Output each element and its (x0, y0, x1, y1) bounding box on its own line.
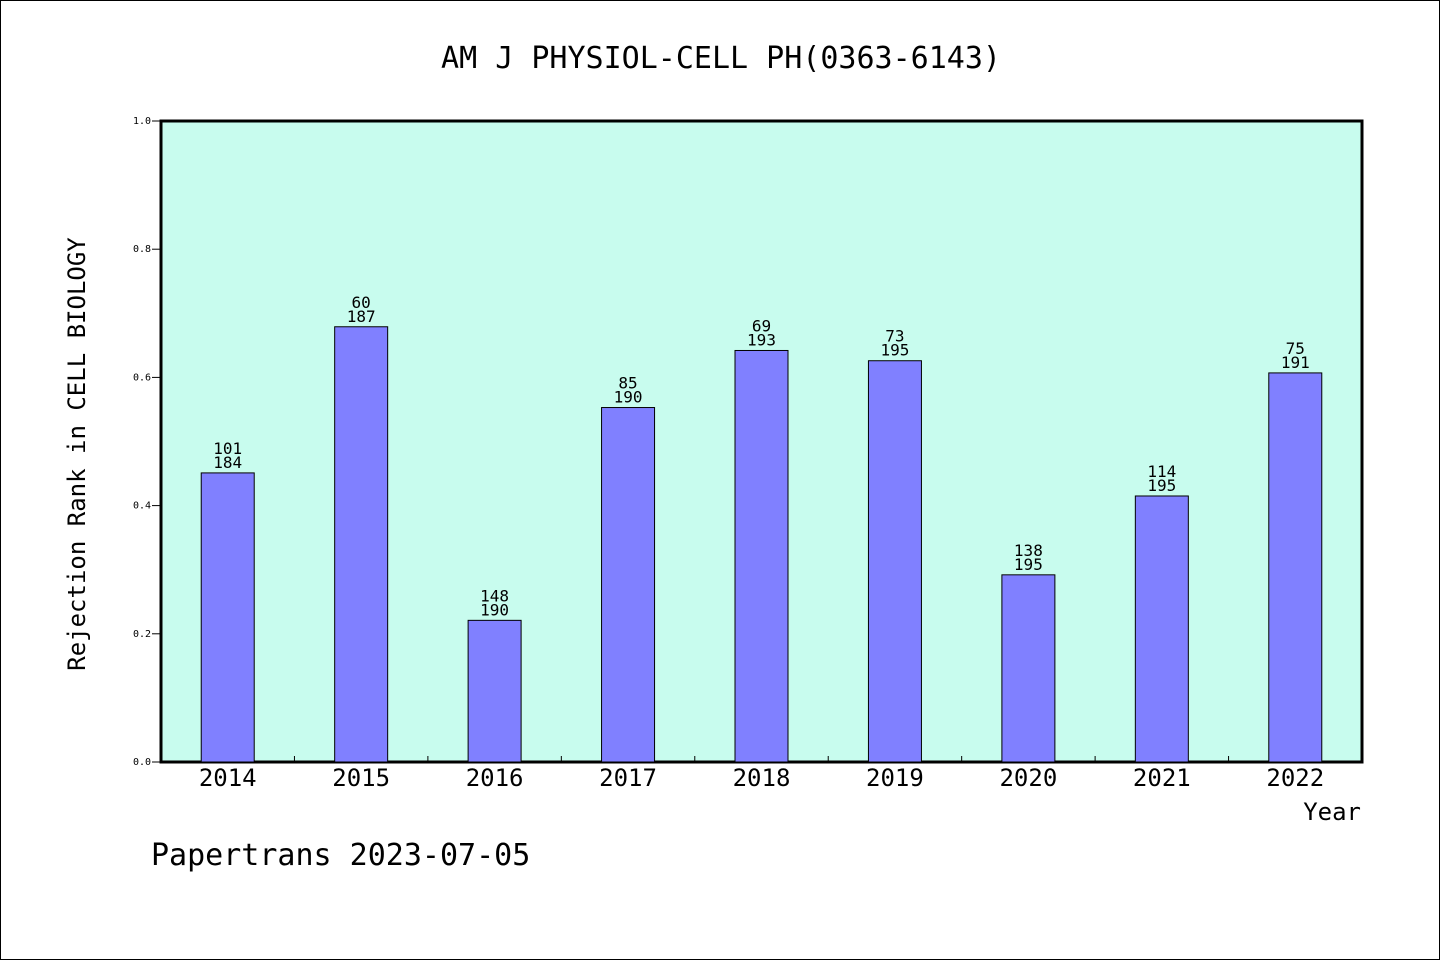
bar-2014 (200, 472, 255, 763)
bar-label-top-2014: 101 (213, 439, 242, 458)
bar-label-top-2019: 73 (885, 327, 904, 346)
x-tick-label-2021: 2021 (1133, 764, 1191, 792)
y-axis-ticks: 0.0 0.2 0.4 0.6 0.8 1.0 (133, 116, 161, 768)
x-axis-tick-labels: 2014 2015 2016 2017 2018 2019 2020 2021 2022 (199, 764, 1324, 792)
x-tick-label-2019: 2019 (866, 764, 924, 792)
y-tick-label-4: 0.8 (133, 244, 151, 255)
y-tick-label-1: 0.2 (133, 629, 151, 640)
bar-2016 (467, 619, 522, 763)
x-tick-label-2017: 2017 (599, 764, 657, 792)
bar-2019 (867, 360, 922, 763)
x-axis-label: Year (1303, 798, 1361, 826)
x-axis-minor-ticks (293, 756, 1230, 762)
x-tick-label-2022: 2022 (1266, 764, 1324, 792)
x-tick-label-2016: 2016 (466, 764, 524, 792)
bar-label-bottom-2016: 190 (480, 600, 509, 619)
bar-label-bottom-2022: 191 (1281, 353, 1310, 372)
bar-label-top-2020: 138 (1014, 541, 1043, 560)
x-tick-label-2014: 2014 (199, 764, 257, 792)
bar-label-top-2022: 75 (1286, 339, 1305, 358)
chart-title: AM J PHYSIOL-CELL PH(0363-6143) (441, 41, 1001, 76)
x-tick-label-2015: 2015 (332, 764, 390, 792)
y-tick-label-3: 0.6 (133, 372, 151, 383)
bar-label-bottom-2017: 190 (614, 388, 643, 407)
y-tick-label-2: 0.4 (133, 501, 151, 512)
y-tick-label-5: 1.0 (133, 116, 151, 127)
bar-2015 (334, 326, 389, 763)
bar-label-top-2018: 69 (752, 316, 771, 335)
bars-group (200, 326, 1323, 763)
bar-label-top-2015: 60 (352, 293, 371, 312)
bar-2021 (1134, 495, 1189, 763)
bar-label-bottom-2019: 195 (880, 341, 909, 360)
bar-label-bottom-2015: 187 (347, 307, 376, 326)
bar-label-bottom-2014: 184 (213, 453, 242, 472)
bar-2017 (601, 407, 656, 763)
bar-2022 (1268, 372, 1323, 763)
x-tick-label-2020: 2020 (999, 764, 1057, 792)
footer-watermark-text: Papertrans 2023-07-05 (151, 838, 530, 873)
x-tick-label-2018: 2018 (733, 764, 791, 792)
bar-label-top-2017: 85 (618, 374, 637, 393)
bar-label-bottom-2020: 195 (1014, 555, 1043, 574)
bar-2018 (734, 349, 789, 763)
bar-label-bottom-2021: 195 (1147, 476, 1176, 495)
bar-label-bottom-2018: 193 (747, 330, 776, 349)
y-axis-label: Rejection Rank in CELL BIOLOGY (63, 237, 91, 671)
bar-2020 (1001, 574, 1056, 763)
bar-label-top-2016: 148 (480, 586, 509, 605)
bar-label-top-2021: 114 (1147, 462, 1176, 481)
y-tick-label-0: 0.0 (133, 757, 151, 768)
